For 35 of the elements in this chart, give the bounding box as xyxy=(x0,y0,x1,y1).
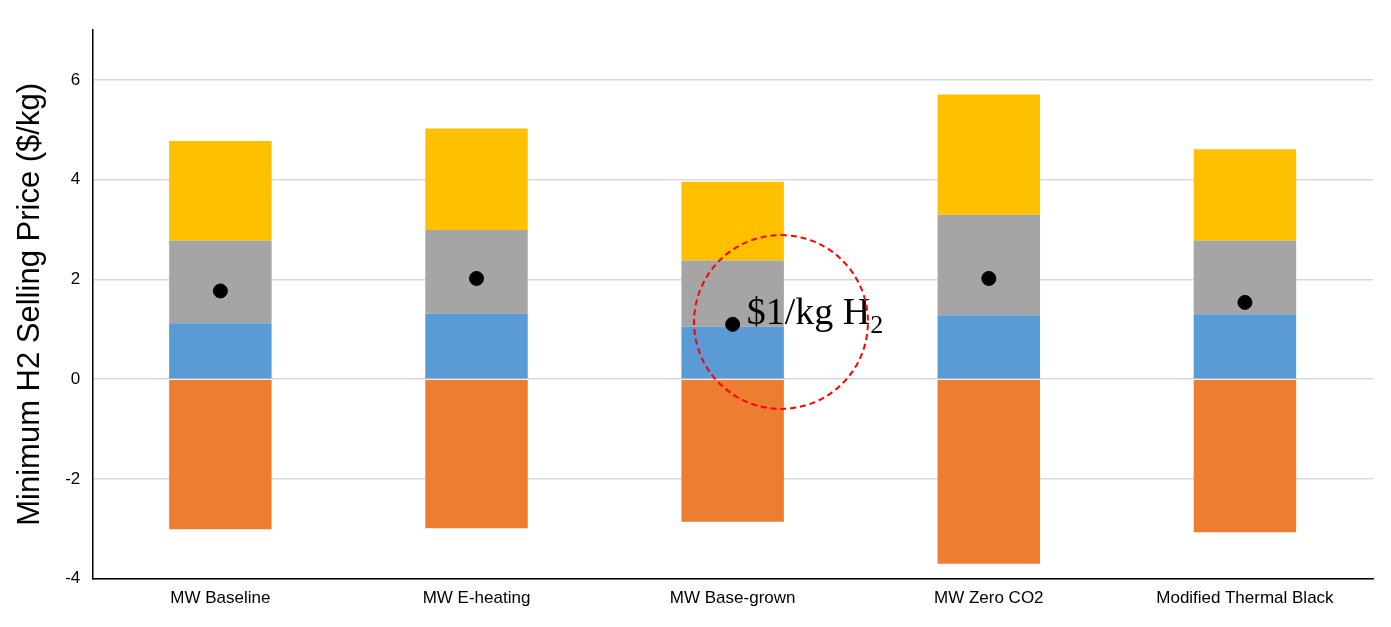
point xyxy=(981,270,997,286)
y-tick-label: 4 xyxy=(70,169,81,189)
bar xyxy=(425,230,528,314)
bar xyxy=(425,128,528,231)
bar xyxy=(1193,240,1297,315)
y-tick-label: -4 xyxy=(65,568,81,588)
y-tick-label: 6 xyxy=(70,69,81,89)
y-axis-title: Minimum H2 Selling Price ($/kg) xyxy=(11,83,47,526)
bar xyxy=(1193,314,1297,379)
bar xyxy=(937,214,1041,316)
point xyxy=(1237,294,1253,310)
x-tick-label: Modified Thermal Black xyxy=(1156,588,1335,608)
bar xyxy=(681,379,784,522)
bar xyxy=(169,323,272,379)
x-tick-label: MW Baseline xyxy=(170,588,271,608)
x-tick-label: MW Zero CO2 xyxy=(934,588,1044,608)
y-tick-label: -2 xyxy=(65,468,81,488)
bar xyxy=(169,240,272,324)
bar xyxy=(169,140,272,241)
bar xyxy=(937,315,1041,379)
bar xyxy=(169,379,272,530)
x-tick-label: MW Base-grown xyxy=(669,588,796,608)
point xyxy=(469,270,485,286)
x-tick-label: MW E-heating xyxy=(422,588,531,608)
bar xyxy=(1193,149,1297,241)
bar xyxy=(937,379,1041,564)
point xyxy=(725,316,741,332)
bar xyxy=(425,313,528,379)
bar xyxy=(425,379,528,529)
bar xyxy=(681,181,784,261)
y-tick-label: 0 xyxy=(70,368,81,388)
bar xyxy=(1193,379,1297,533)
y-tick-label: 2 xyxy=(70,269,81,289)
point xyxy=(212,283,228,299)
bar xyxy=(937,94,1041,215)
